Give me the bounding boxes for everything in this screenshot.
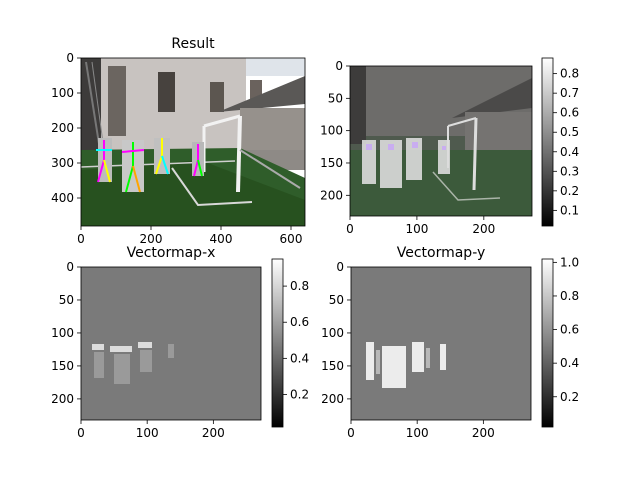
result-y-ticks: 0 100 200 300 400 — [51, 51, 81, 205]
overlay-y-ticks: 0 50 100 150 200 — [320, 59, 350, 202]
colorbar-tick-label: 0.2 — [560, 390, 579, 404]
x-tick-label: 600 — [280, 232, 303, 246]
colorbar-tick-label: 1.0 — [560, 255, 579, 269]
panel-result: Result 0 200 400 600 0 100 200 300 400 — [51, 36, 306, 246]
vectormap-x-title: Vectormap-x — [127, 245, 216, 261]
result-image — [80, 58, 305, 226]
y-tick-label: 100 — [320, 124, 343, 138]
vectormap-y-title: Vectormap-y — [397, 245, 486, 261]
colorbar-tick-label: 0.7 — [560, 86, 579, 100]
x-tick-label: 400 — [210, 232, 233, 246]
vectormap-y-colorbar — [541, 258, 554, 428]
colorbar-tick-label: 0.6 — [560, 106, 579, 120]
y-tick-label: 50 — [59, 293, 74, 307]
x-tick-label: 100 — [406, 426, 429, 440]
overlay-colorbar — [541, 57, 554, 227]
colorbar-tick-label: 0.4 — [560, 145, 579, 159]
colorbar-tick-label: 0.5 — [560, 125, 579, 139]
y-tick-label: 150 — [51, 359, 74, 373]
x-tick-label: 0 — [77, 426, 85, 440]
vectormap-x-x-ticks: 0 100 200 — [77, 420, 225, 440]
x-tick-label: 0 — [346, 222, 354, 236]
colorbar-tick-label: 0.8 — [560, 67, 579, 81]
x-tick-label: 200 — [140, 232, 163, 246]
colorbar-tick-label: 0.2 — [290, 387, 309, 401]
colorbar-tick-label: 0.4 — [290, 351, 309, 365]
result-x-ticks: 0 200 400 600 — [77, 226, 302, 246]
colorbar-tick-label: 0.2 — [560, 184, 579, 198]
y-tick-label: 100 — [51, 326, 74, 340]
y-tick-label: 0 — [335, 59, 343, 73]
vectormap-y-x-ticks: 0 100 200 — [347, 420, 495, 440]
x-tick-label: 100 — [405, 222, 428, 236]
vectormap-y-colorbar-ticks: 0.2 0.4 0.6 0.8 1.0 — [553, 255, 579, 404]
x-tick-label: 0 — [347, 426, 355, 440]
colorbar-tick-label: 0.8 — [560, 289, 579, 303]
y-tick-label: 0 — [336, 260, 344, 274]
y-tick-label: 200 — [51, 121, 74, 135]
colorbar-tick-label: 0.4 — [560, 356, 579, 370]
y-tick-label: 200 — [321, 392, 344, 406]
y-tick-label: 300 — [51, 156, 74, 170]
vectormap-y-y-ticks: 0 50 100 150 200 — [321, 260, 351, 406]
y-tick-label: 50 — [328, 91, 343, 105]
overlay-x-ticks: 0 100 200 — [346, 216, 495, 236]
y-tick-label: 0 — [66, 260, 74, 274]
colorbar-tick-label: 0.8 — [290, 279, 309, 293]
vectormap-x-image — [81, 267, 261, 420]
y-tick-label: 0 — [66, 51, 74, 65]
y-tick-label: 100 — [51, 86, 74, 100]
vectormap-x-y-ticks: 0 50 100 150 200 — [51, 260, 81, 406]
x-tick-label: 200 — [202, 426, 225, 440]
vectormap-x-colorbar-ticks: 0.2 0.4 0.6 0.8 — [283, 279, 309, 401]
x-tick-label: 100 — [136, 426, 159, 440]
y-tick-label: 100 — [321, 326, 344, 340]
colorbar-tick-label: 0.1 — [560, 203, 579, 217]
vectormap-x-colorbar — [271, 258, 284, 428]
overlay-colorbar-ticks: 0.1 0.2 0.3 0.4 0.5 0.6 0.7 0.8 — [553, 67, 579, 217]
vectormap-y-image — [351, 267, 531, 420]
colorbar-tick-label: 0.3 — [560, 164, 579, 178]
x-tick-label: 200 — [472, 222, 495, 236]
y-tick-label: 50 — [329, 293, 344, 307]
x-tick-label: 0 — [77, 232, 85, 246]
y-tick-label: 150 — [321, 359, 344, 373]
y-tick-label: 150 — [320, 156, 343, 170]
result-title: Result — [171, 36, 215, 52]
overlay-image — [350, 66, 532, 216]
y-tick-label: 400 — [51, 191, 74, 205]
y-tick-label: 200 — [51, 392, 74, 406]
colorbar-tick-label: 0.6 — [560, 323, 579, 337]
x-tick-label: 200 — [472, 426, 495, 440]
colorbar-tick-label: 0.6 — [290, 315, 309, 329]
y-tick-label: 200 — [320, 188, 343, 202]
